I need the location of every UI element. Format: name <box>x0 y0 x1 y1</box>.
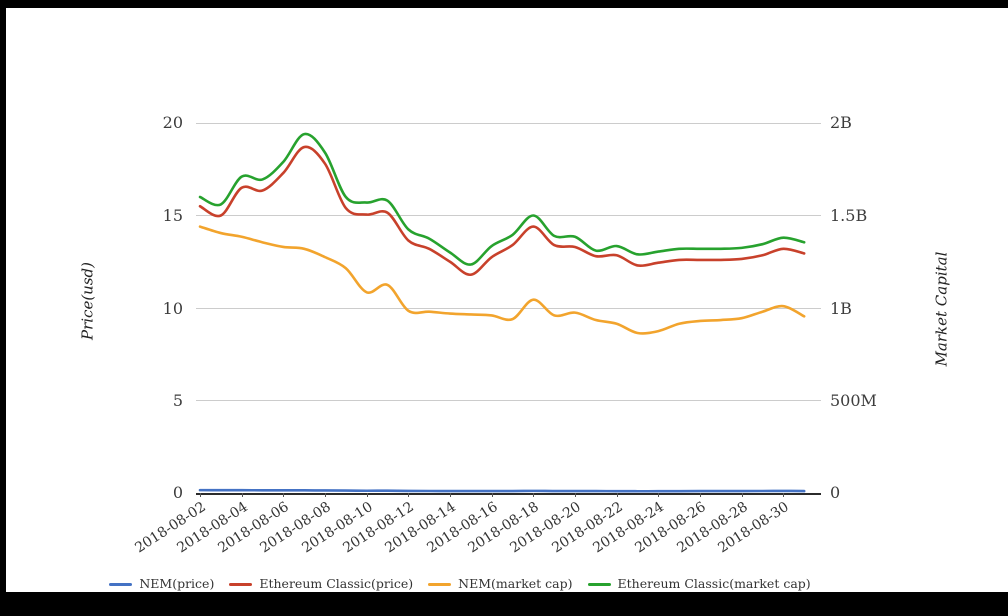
x-axis-tick-mark <box>658 493 660 497</box>
x-axis-tick-mark <box>450 493 451 497</box>
nem-marketcap-swatch-icon <box>428 582 452 586</box>
left-axis-tick: 20 <box>162 113 183 132</box>
right-axis-title: Market Capital <box>932 251 951 367</box>
series-line-Ethereum Classic(market cap) <box>198 132 806 266</box>
x-axis-tick-mark <box>325 493 326 497</box>
line-series-plot <box>198 132 806 493</box>
x-axis-tick-mark <box>283 493 285 497</box>
x-axis-tick-mark <box>700 493 701 497</box>
legend-item-nem-marketcap[interactable]: NEM(market cap) <box>428 576 573 591</box>
gridline <box>196 308 821 309</box>
right-axis-tick: 0 <box>830 483 841 502</box>
gridline <box>196 123 821 124</box>
x-axis-tick-mark <box>533 493 535 497</box>
legend-item-etc-price[interactable]: Ethereum Classic(price) <box>229 577 413 591</box>
legend: NEM(price) Ethereum Classic(price) NEM(m… <box>0 575 920 593</box>
right-axis-tick: 500M <box>830 391 877 410</box>
left-axis-tick: 15 <box>162 206 183 225</box>
gridline <box>196 400 821 401</box>
legend-label: NEM(price) <box>139 576 215 591</box>
x-axis-tick-mark <box>741 493 743 497</box>
gridline <box>196 215 821 216</box>
x-axis-tick-mark <box>241 493 243 497</box>
legend-label: Ethereum Classic(market cap) <box>617 576 811 591</box>
right-axis-tick: 2B <box>830 113 852 132</box>
x-axis-tick-mark <box>200 493 201 497</box>
x-axis-tick-mark <box>616 493 618 497</box>
frame-border-left <box>0 0 6 616</box>
x-axis-tick-mark <box>408 493 410 497</box>
legend-item-nem-price[interactable]: NEM(price) <box>109 577 214 591</box>
right-axis-tick: 1B <box>830 299 852 318</box>
x-axis-tick-mark <box>575 493 576 497</box>
series-line-NEM(market cap) <box>198 225 806 335</box>
legend-label: NEM(market cap) <box>458 576 573 591</box>
left-axis-tick: 0 <box>172 483 183 502</box>
plot-area <box>196 123 821 495</box>
left-axis-tick: 5 <box>172 391 183 410</box>
frame-border-top <box>0 0 1008 8</box>
series-line-Ethereum Classic(price) <box>198 145 806 276</box>
left-axis-tick: 10 <box>162 299 183 318</box>
x-axis-tick-mark <box>366 493 368 497</box>
x-axis-tick-mark <box>783 493 785 497</box>
x-axis-tick-mark <box>491 493 493 497</box>
right-axis-tick: 1.5B <box>830 206 868 225</box>
nem-price-swatch-icon <box>109 582 133 586</box>
left-axis-title: Price(usd) <box>78 262 97 341</box>
frame-border-bottom <box>0 592 1008 616</box>
legend-label: Ethereum Classic(price) <box>259 576 414 591</box>
series-line-NEM(price) <box>198 488 806 493</box>
etc-marketcap-swatch-icon <box>587 582 611 586</box>
x-axis-line <box>196 493 821 495</box>
etc-price-swatch-icon <box>229 582 253 586</box>
legend-item-etc-marketcap[interactable]: Ethereum Classic(market cap) <box>587 576 811 591</box>
